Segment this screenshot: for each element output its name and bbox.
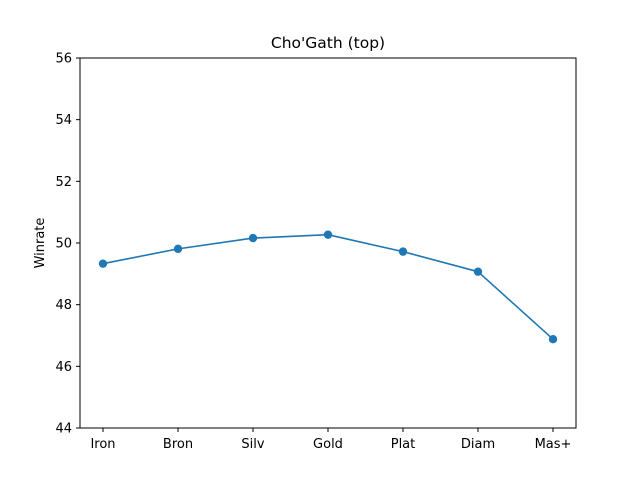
y-tick-label: 46 (55, 360, 72, 375)
plot-area-frame (79, 57, 577, 429)
y-tick-label: 54 (55, 113, 72, 128)
y-tick-label: 52 (55, 175, 72, 190)
y-axis-label: Winrate (33, 218, 48, 269)
data-point-marker (248, 233, 258, 243)
x-tick-label: Mas+ (535, 437, 572, 452)
data-point-marker (398, 247, 408, 256)
data-point-marker (548, 335, 558, 344)
data-point-marker (98, 259, 108, 268)
y-tick-label: 44 (55, 422, 72, 437)
chart-title: Cho'Gath (top) (271, 34, 385, 52)
x-axis-ticks: Iron Bron Silv Gold Plat Diam Mas+ (90, 428, 571, 452)
x-tick-label: Plat (391, 437, 416, 452)
y-tick-label: 48 (55, 298, 72, 313)
x-tick-label: Silv (241, 437, 264, 452)
y-tick-label: 56 (55, 52, 72, 67)
x-tick-label: Diam (461, 437, 495, 452)
y-tick-label: 50 (55, 237, 72, 252)
data-point-marker (173, 244, 183, 254)
x-tick-label: Gold (313, 437, 343, 452)
y-axis-ticks: 44 46 48 50 52 54 56 (55, 52, 80, 437)
data-point-marker (473, 267, 483, 276)
x-tick-label: Iron (90, 437, 115, 452)
x-tick-label: Bron (163, 437, 193, 452)
data-point-marker (323, 230, 333, 239)
series-layer (98, 230, 558, 344)
